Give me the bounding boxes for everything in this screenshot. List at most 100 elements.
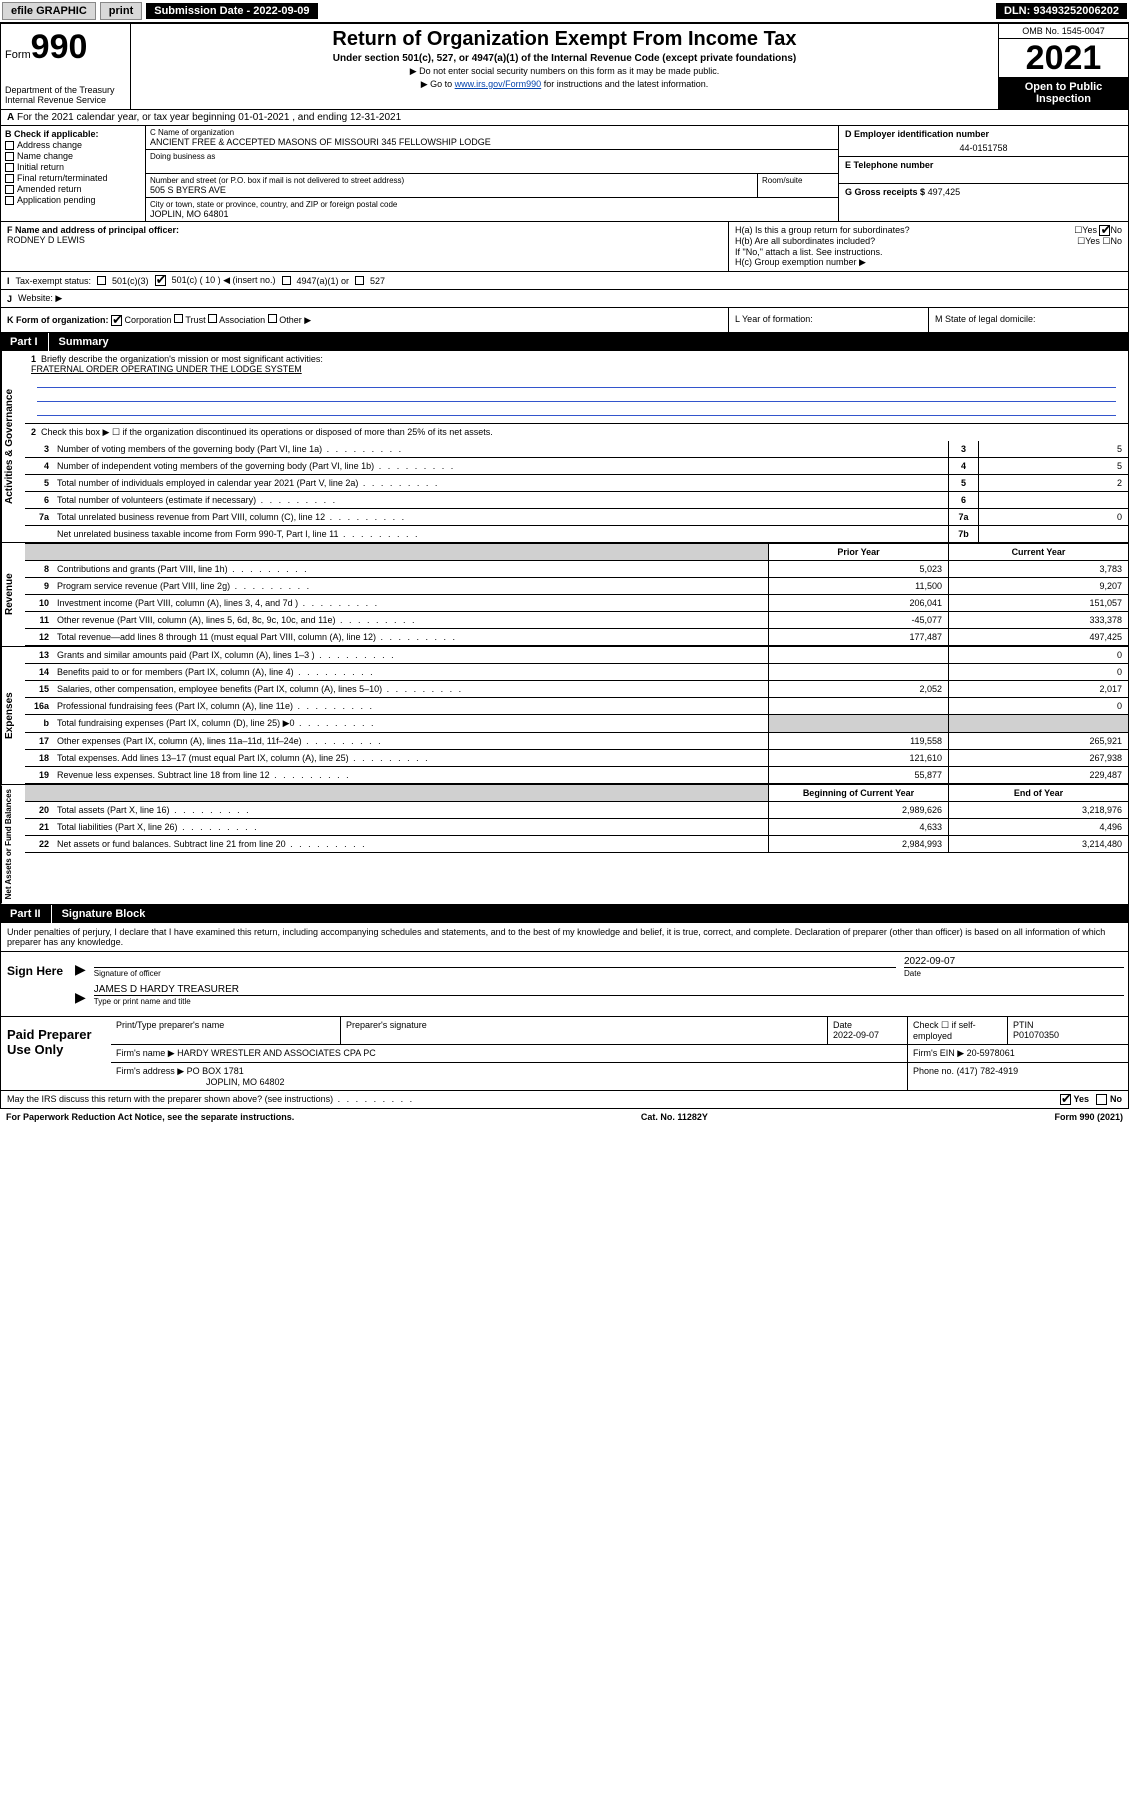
form-title: Return of Organization Exempt From Incom… [139, 28, 990, 51]
discuss-yes-checkbox[interactable] [1060, 1094, 1071, 1105]
pra-notice: For Paperwork Reduction Act Notice, see … [6, 1112, 294, 1122]
chk-final-return[interactable] [5, 174, 14, 183]
data-row: 9Program service revenue (Part VIII, lin… [25, 578, 1128, 595]
year-formation: L Year of formation: [728, 308, 928, 332]
ptin-value: P01070350 [1013, 1030, 1059, 1040]
footer-final: For Paperwork Reduction Act Notice, see … [0, 1109, 1129, 1125]
governance-section: Activities & Governance 1 Briefly descri… [0, 351, 1129, 543]
dept-label: Department of the Treasury [5, 85, 126, 95]
vtab-netassets: Net Assets or Fund Balances [1, 785, 25, 903]
chk-app-pending[interactable] [5, 196, 14, 205]
form-footer: Form 990 (2021) [1054, 1112, 1123, 1122]
data-row: 22Net assets or fund balances. Subtract … [25, 836, 1128, 853]
chk-trust[interactable] [174, 314, 183, 323]
gov-row: Net unrelated business taxable income fr… [25, 526, 1128, 542]
print-button[interactable]: print [100, 2, 142, 20]
chk-corporation[interactable] [111, 315, 122, 326]
chk-association[interactable] [208, 314, 217, 323]
city-label: City or town, state or province, country… [150, 200, 834, 209]
city-state-zip: JOPLIN, MO 64801 [150, 209, 834, 219]
chk-501c3[interactable] [97, 276, 106, 285]
eoy-header: End of Year [948, 785, 1128, 801]
chk-527[interactable] [355, 276, 364, 285]
firm-phone: (417) 782-4919 [957, 1066, 1019, 1076]
gross-receipts-value: 497,425 [928, 187, 961, 197]
sig-date-label: Date [904, 967, 1124, 978]
data-row: 17Other expenses (Part IX, column (A), l… [25, 733, 1128, 750]
section-a: A For the 2021 calendar year, or tax yea… [0, 110, 1129, 126]
mission-text: FRATERNAL ORDER OPERATING UNDER THE LODG… [31, 364, 302, 374]
ha-label: H(a) Is this a group return for subordin… [735, 225, 910, 236]
irs-link[interactable]: www.irs.gov/Form990 [455, 79, 542, 89]
room-suite-label: Room/suite [758, 174, 838, 197]
gov-row: 4Number of independent voting members of… [25, 458, 1128, 475]
firm-addr-label: Firm's address ▶ [116, 1066, 184, 1076]
block-bcde: B Check if applicable: Address change Na… [0, 126, 1129, 222]
row-i: I Tax-exempt status: 501(c)(3) 501(c) ( … [0, 272, 1129, 290]
tax-status-label: Tax-exempt status: [16, 276, 92, 286]
dln: DLN: 93493252006202 [996, 3, 1127, 19]
open-public-badge: Open to Public Inspection [999, 77, 1128, 109]
q2-text: Check this box ▶ ☐ if the organization d… [41, 427, 493, 437]
chk-501c[interactable] [155, 275, 166, 286]
tax-year: 2021 [999, 39, 1128, 77]
gross-receipts-label: G Gross receipts $ [845, 187, 925, 197]
discuss-row: May the IRS discuss this return with the… [0, 1091, 1129, 1109]
data-row: 19Revenue less expenses. Subtract line 1… [25, 767, 1128, 784]
form-org-label: K Form of organization: [7, 315, 109, 325]
expenses-section: Expenses 13Grants and similar amounts pa… [0, 647, 1129, 785]
firm-addr1: PO BOX 1781 [187, 1066, 244, 1076]
part2-num: Part II [0, 905, 51, 923]
revenue-section: Revenue Prior Year Current Year 8Contrib… [0, 543, 1129, 647]
chk-other[interactable] [268, 314, 277, 323]
chk-initial-return[interactable] [5, 163, 14, 172]
data-row: 20Total assets (Part X, line 16)2,989,62… [25, 802, 1128, 819]
state-domicile: M State of legal domicile: [928, 308, 1128, 332]
ein-value: 44-0151758 [845, 143, 1122, 153]
row-f-h: F Name and address of principal officer:… [0, 222, 1129, 272]
sign-here-block: Sign Here ▶ Signature of officer 2022-09… [0, 952, 1129, 1017]
ha-no-checkbox[interactable] [1099, 225, 1110, 236]
form-number: 990 [31, 28, 88, 66]
efile-button[interactable]: efile GRAPHIC [2, 2, 96, 20]
discuss-no-checkbox[interactable] [1096, 1094, 1107, 1105]
data-row: 18Total expenses. Add lines 13–17 (must … [25, 750, 1128, 767]
chk-name-change[interactable] [5, 152, 14, 161]
chk-amended[interactable] [5, 185, 14, 194]
firm-name-label: Firm's name ▶ [116, 1048, 175, 1058]
mission-label: Briefly describe the organization's miss… [41, 354, 323, 364]
officer-label: F Name and address of principal officer: [7, 225, 179, 235]
col-c: C Name of organization ANCIENT FREE & AC… [146, 126, 838, 221]
boy-header: Beginning of Current Year [768, 785, 948, 801]
org-name-label: C Name of organization [150, 128, 834, 137]
current-year-header: Current Year [948, 544, 1128, 560]
print-name-label: Type or print name and title [94, 995, 1124, 1006]
vtab-revenue: Revenue [1, 543, 25, 646]
hb-note: If "No," attach a list. See instructions… [735, 247, 1122, 257]
submission-date: Submission Date - 2022-09-09 [146, 3, 317, 19]
data-row: 14Benefits paid to or for members (Part … [25, 664, 1128, 681]
netassets-section: Net Assets or Fund Balances Beginning of… [0, 785, 1129, 904]
sig-date-value: 2022-09-07 [904, 956, 1124, 967]
prep-self-employed: Check ☐ if self-employed [908, 1017, 1008, 1044]
form-prefix: Form [5, 49, 31, 61]
ein-label: D Employer identification number [845, 129, 989, 139]
chk-4947[interactable] [282, 276, 291, 285]
form-note-link: ▶ Go to www.irs.gov/Form990 for instruct… [139, 79, 990, 90]
col-b-title: B Check if applicable: [5, 129, 141, 139]
top-bar: efile GRAPHIC print Submission Date - 20… [0, 0, 1129, 23]
gov-row: 7aTotal unrelated business revenue from … [25, 509, 1128, 526]
data-row: 10Investment income (Part VIII, column (… [25, 595, 1128, 612]
firm-addr2: JOPLIN, MO 64802 [206, 1077, 285, 1087]
officer-print-name: JAMES D HARDY TREASURER [94, 984, 1124, 995]
org-name: ANCIENT FREE & ACCEPTED MASONS OF MISSOU… [150, 137, 834, 147]
prep-sig-label: Preparer's signature [341, 1017, 828, 1044]
part1-header: Part I Summary [0, 333, 1129, 351]
form-note-ssn: ▶ Do not enter social security numbers o… [139, 66, 990, 77]
part2-title: Signature Block [51, 905, 1129, 923]
chk-address-change[interactable] [5, 141, 14, 150]
ptin-label: PTIN [1013, 1020, 1034, 1030]
dba-label: Doing business as [150, 152, 834, 161]
prior-year-header: Prior Year [768, 544, 948, 560]
hb-label: H(b) Are all subordinates included? [735, 236, 875, 247]
